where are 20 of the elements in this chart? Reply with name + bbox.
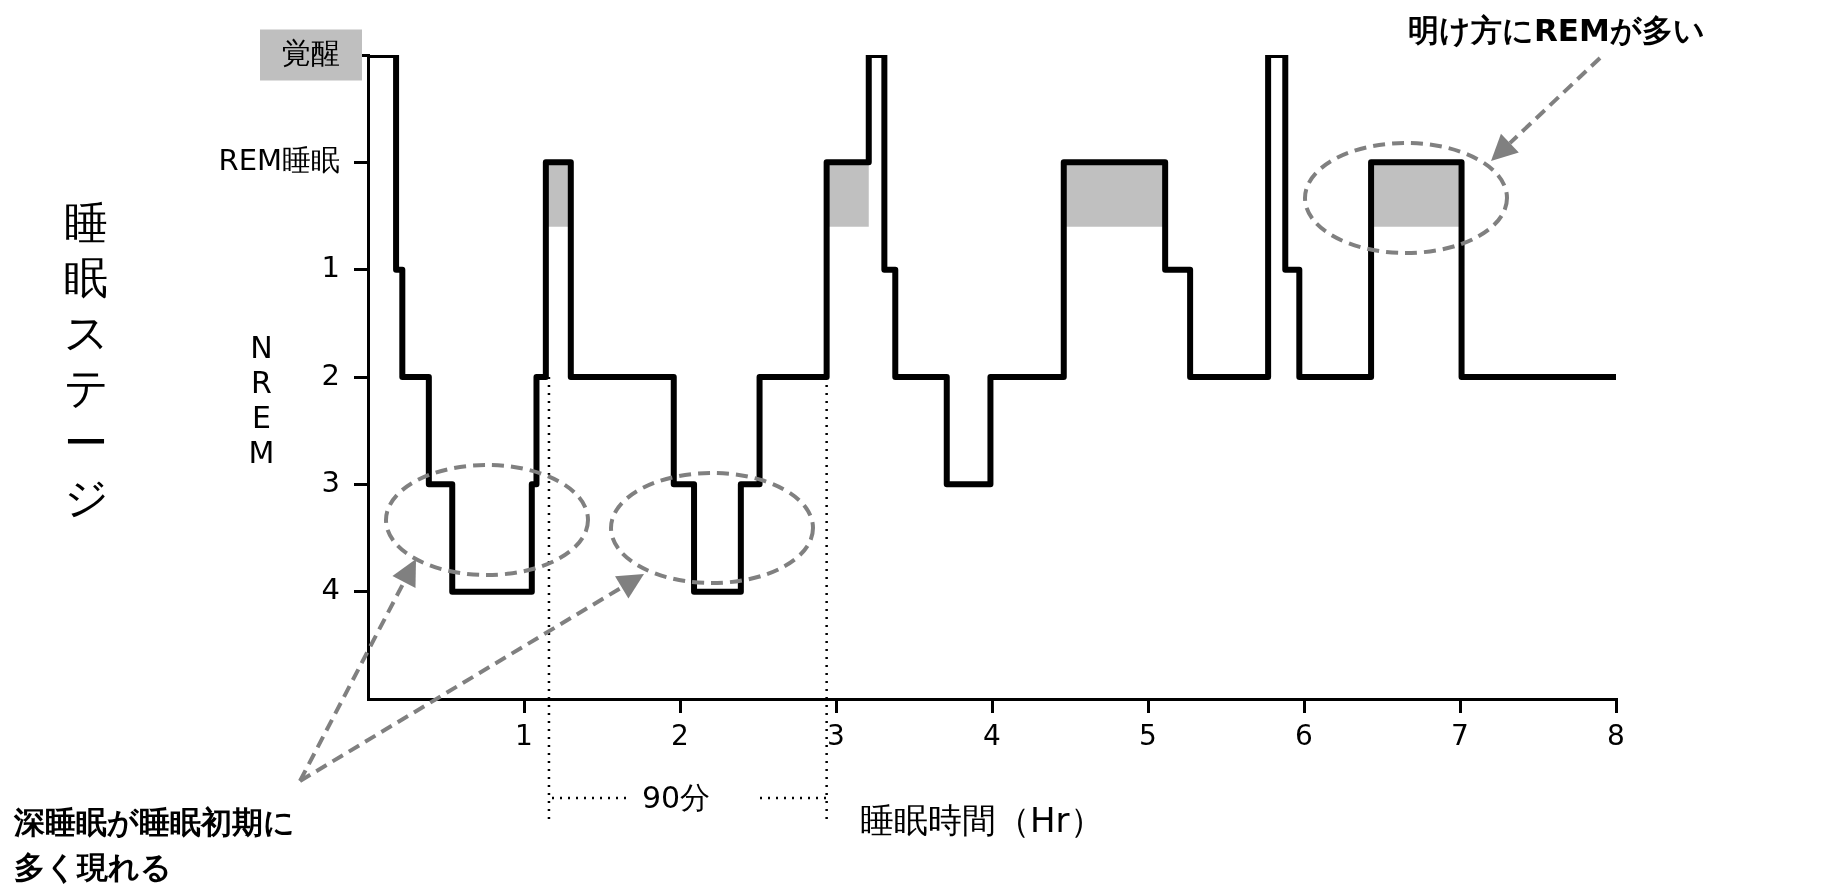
x-tick-label: 3: [827, 719, 845, 753]
y-tick-label: 1: [321, 250, 340, 285]
y-tick-label: 3: [321, 464, 340, 499]
text: 深睡眠が睡眠初期に多く現れる: [14, 803, 296, 887]
text: NREM: [244, 330, 279, 470]
x-tick-label: 1: [515, 719, 533, 753]
y-tick-label: REM睡眠: [218, 142, 340, 177]
x-axis-title: 睡眠時間（Hr）: [860, 799, 1104, 842]
text: 明け方にREMが多い: [1408, 11, 1705, 50]
y-tick-label: 2: [321, 357, 340, 392]
x-tick-label: 7: [1451, 719, 1469, 753]
x-tick-label: 2: [671, 719, 689, 753]
y-axis-title: 睡眠ステージ: [62, 196, 110, 525]
x-tick-label: 5: [1139, 719, 1157, 753]
y-tick-label: 4: [321, 572, 340, 607]
x-tick-label: 6: [1295, 719, 1313, 753]
y-tick-label: 覚醒: [282, 35, 340, 70]
x-tick-label: 4: [983, 719, 1001, 753]
x-tick-label: 8: [1607, 719, 1625, 753]
text: 90分: [642, 779, 711, 817]
